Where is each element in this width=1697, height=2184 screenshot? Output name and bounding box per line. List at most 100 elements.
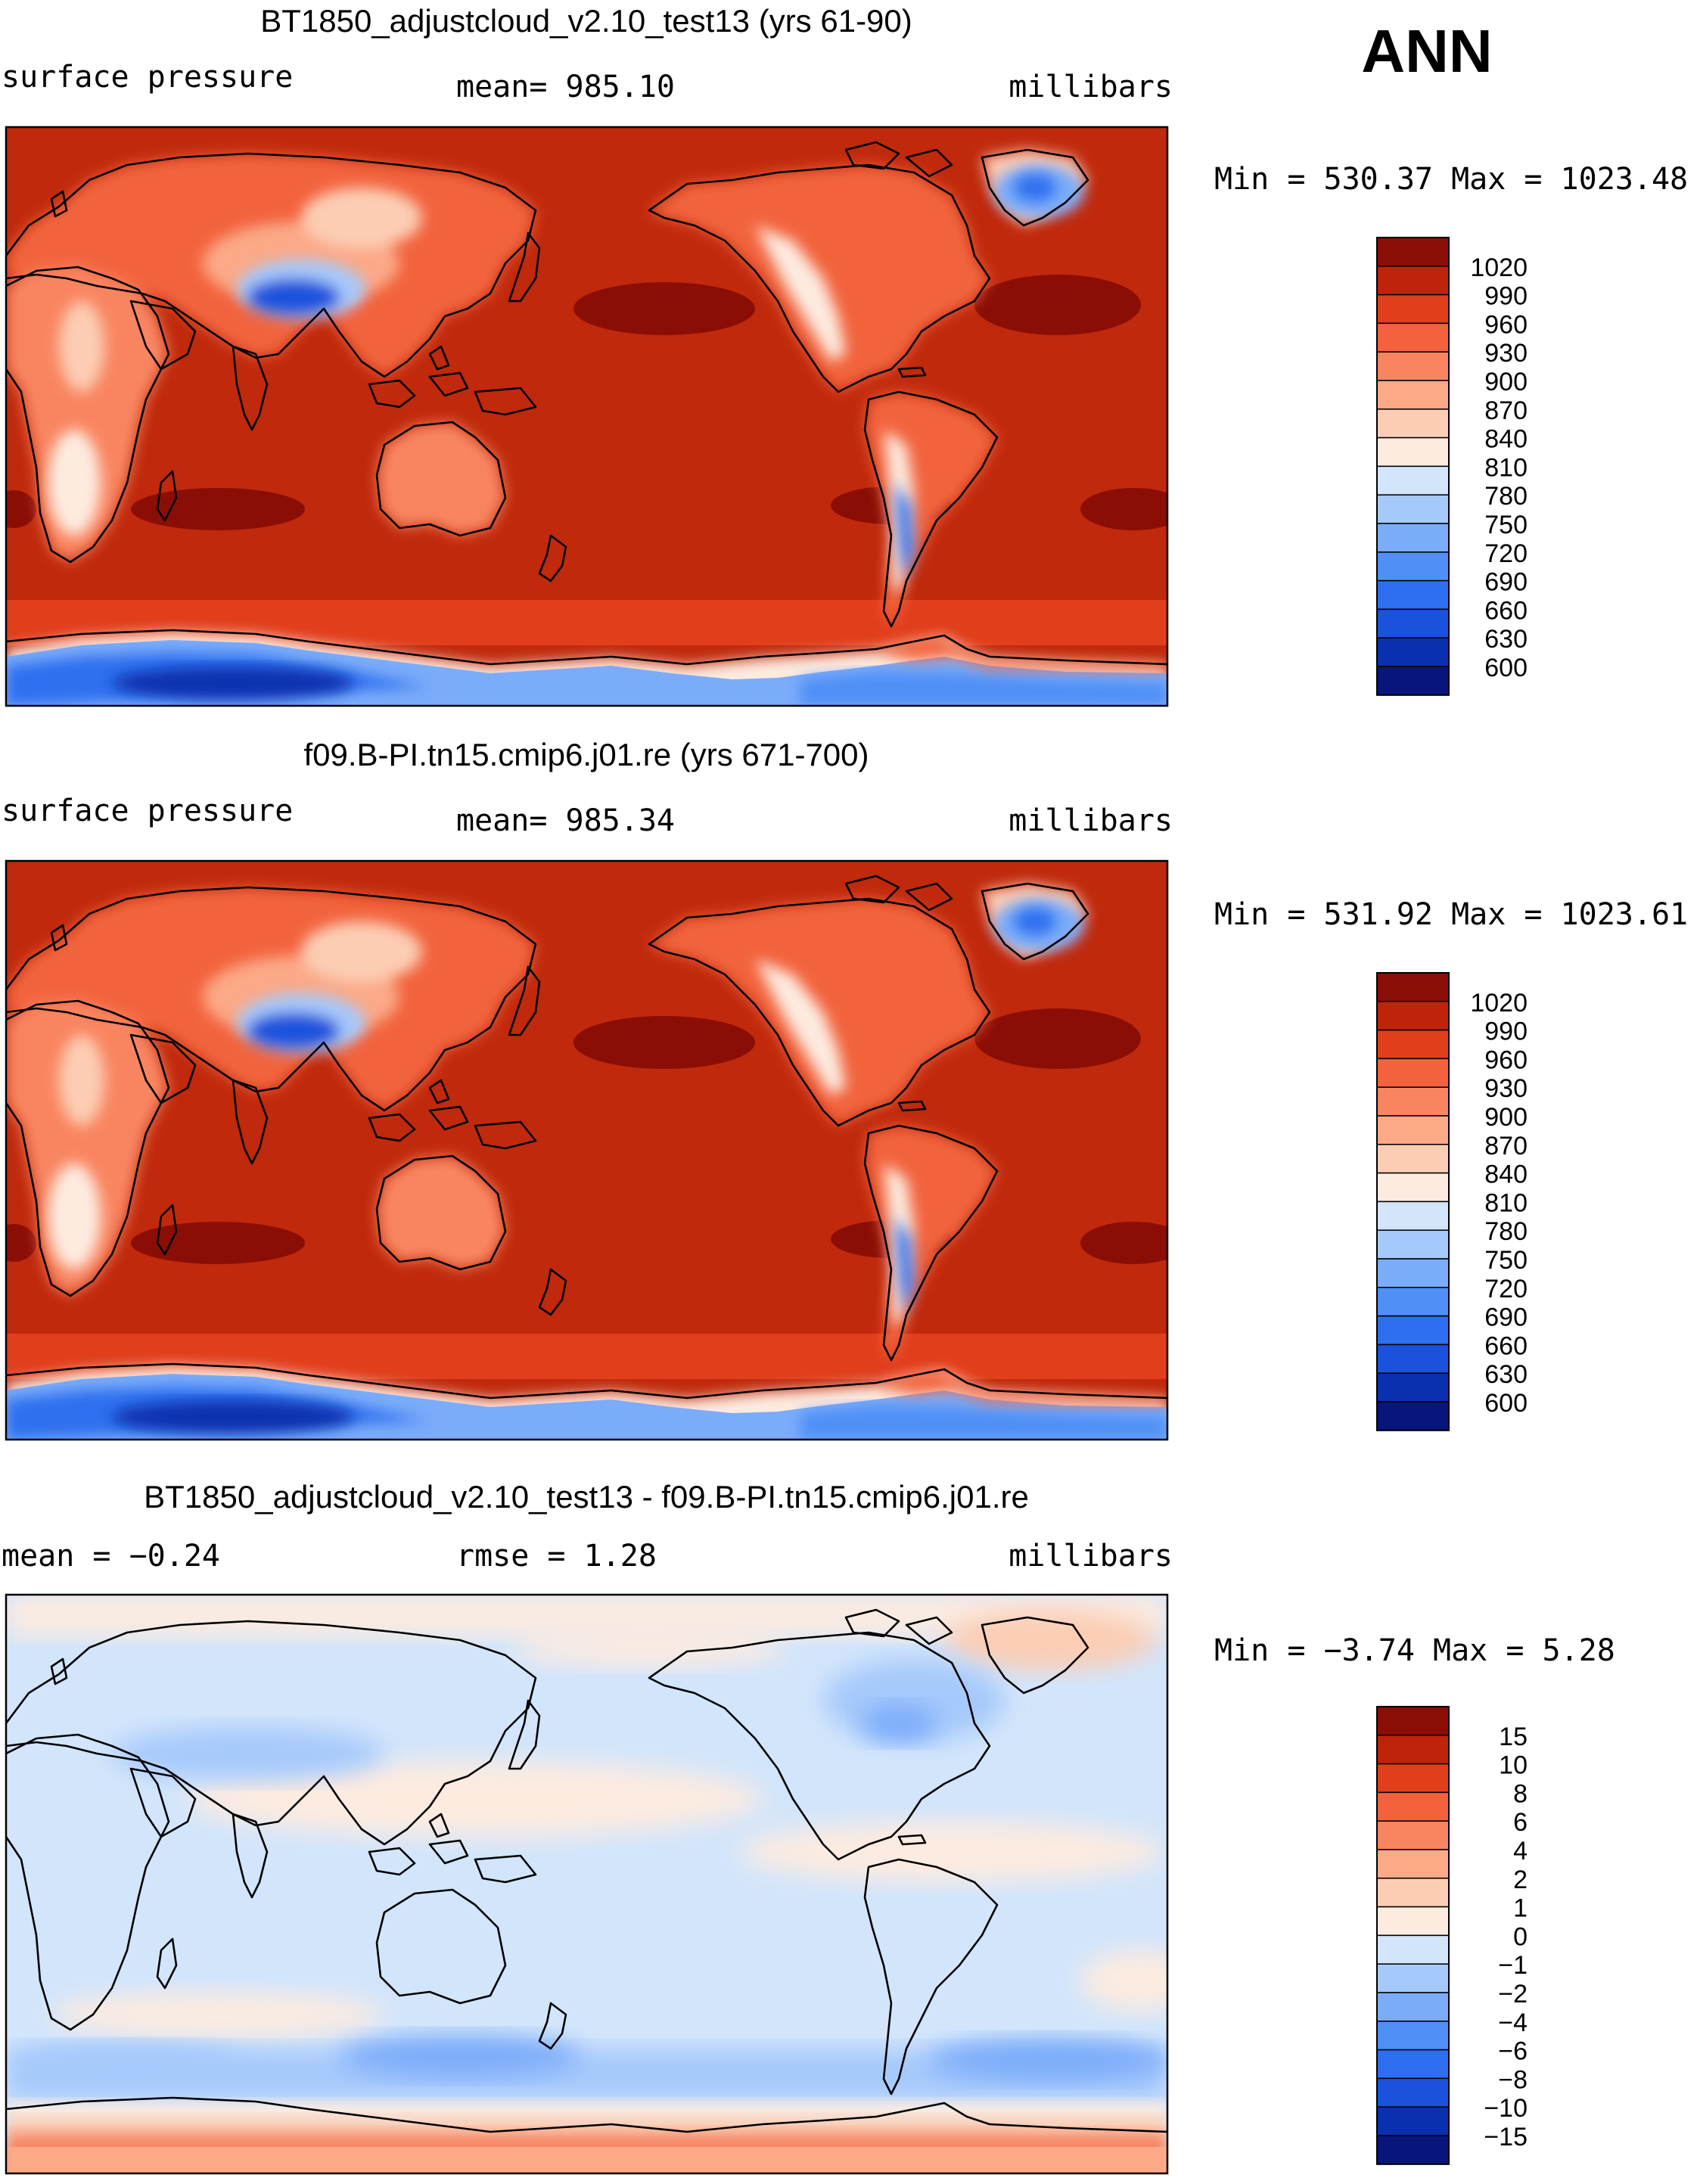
minmax-label: Min = 531.92 Max = 1023.61 (1214, 897, 1688, 932)
colorbar-tick-label: 810 (1484, 453, 1528, 482)
colorbar-frame (1376, 237, 1450, 696)
colorbar-tick-label: 840 (1484, 1160, 1528, 1189)
colorbar-tick-label: 1 (1513, 1894, 1528, 1923)
colorbar-swatch (1376, 1258, 1450, 1288)
colorbar-tick-label: 870 (1484, 396, 1528, 425)
colorbar-tick-label: 630 (1484, 1360, 1528, 1389)
colorbar-tick-label: 600 (1484, 1389, 1528, 1418)
colorbar-swatch (1376, 322, 1450, 353)
colorbar-tick-label: 930 (1484, 339, 1528, 368)
minmax-label: Min = −3.74 Max = 5.28 (1214, 1633, 1615, 1668)
colorbar-swatch (1376, 2077, 1450, 2108)
colorbar-tick-label: 900 (1484, 368, 1528, 396)
panel-test: BT1850_adjustcloud_v2.10_test13 (yrs 61-… (2, 3, 1688, 707)
colorbar-tick-label: 720 (1484, 539, 1528, 568)
map-test (5, 126, 1169, 707)
colorbar-swatch (1376, 608, 1450, 638)
minmax-label: Min = 530.37 Max = 1023.48 (1214, 162, 1688, 197)
colorbar-swatch (1376, 1372, 1450, 1403)
colorbar-tick-label: 1020 (1470, 253, 1528, 282)
colorbar-swatch (1376, 1820, 1450, 1850)
colorbar-swatch (1376, 2135, 1450, 2165)
colorbar-tick-label: 6 (1513, 1808, 1528, 1837)
colorbar-swatch (1376, 972, 1450, 1002)
units-label: millibars (1009, 1539, 1173, 1574)
mean-label: mean= 985.10 (456, 70, 675, 104)
colorbar-swatch (1376, 579, 1450, 610)
colorbar-swatch (1376, 1144, 1450, 1174)
colorbar-swatch (1376, 351, 1450, 381)
units-label: millibars (1009, 803, 1173, 838)
colorbar-tick-label: −6 (1498, 2037, 1528, 2066)
colorbar-swatch (1376, 409, 1450, 439)
colorbar-swatch (1376, 637, 1450, 667)
colorbar-tick-label: 1020 (1470, 989, 1528, 1017)
colorbar-swatch (1376, 1763, 1450, 1794)
colorbar-tick-label: −15 (1484, 2123, 1528, 2151)
colorbar-tick-label: −2 (1498, 1980, 1528, 2008)
colorbar-swatch (1376, 436, 1450, 468)
colorbar-swatch (1376, 1315, 1450, 1346)
colorbar-tick-label: 930 (1484, 1074, 1528, 1103)
colorbar-tick-label: −4 (1498, 2008, 1528, 2037)
colorbar-swatch (1376, 1001, 1450, 1031)
colorbar-tick-label: 990 (1484, 282, 1528, 311)
colorbar-swatch (1376, 1172, 1450, 1203)
mean-label: mean= 985.34 (456, 803, 675, 838)
colorbar-swatch (1376, 523, 1450, 553)
colorbar-tick-label: 990 (1484, 1017, 1528, 1046)
colorbar-tick-label: 8 (1513, 1779, 1528, 1808)
colorbar-tick-label: −1 (1498, 1951, 1528, 1980)
colorbar-swatch (1376, 494, 1450, 524)
panel-title: BT1850_adjustcloud_v2.10_test13 (yrs 61-… (260, 3, 912, 39)
panel-title: BT1850_adjustcloud_v2.10_test13 - f09.B-… (144, 1479, 1029, 1515)
colorbar-control: 1020990960930900870840810780750720690660… (1376, 972, 1528, 1431)
colorbar-tick-label: 630 (1484, 625, 1528, 654)
colorbar-swatch (1376, 1115, 1450, 1145)
colorbar-swatch (1376, 380, 1450, 410)
rmse-label: rmse = 1.28 (456, 1539, 657, 1574)
colorbar-tick-label: 15 (1499, 1723, 1528, 1751)
colorbar-tick-label: −10 (1484, 2094, 1528, 2123)
colorbar-tick-label: 810 (1484, 1188, 1528, 1217)
season-label: ANN (1361, 17, 1492, 85)
panel-title: f09.B-PI.tn15.cmip6.j01.re (yrs 671-700) (303, 737, 869, 772)
colorbar-tick-label: 840 (1484, 425, 1528, 454)
colorbar-swatch (1376, 1963, 1450, 1993)
colorbar-swatch (1376, 1029, 1450, 1060)
colorbar-tick-label: 10 (1499, 1751, 1528, 1780)
colorbar-tick-label: 870 (1484, 1132, 1528, 1160)
colorbar-swatch (1376, 1706, 1450, 1736)
colorbar-swatch (1376, 1058, 1450, 1088)
colorbar-swatch (1376, 1992, 1450, 2022)
colorbar-swatch (1376, 551, 1450, 582)
colorbar-frame (1376, 1706, 1450, 2165)
colorbar-swatch (1376, 666, 1450, 696)
map-control (5, 859, 1169, 1441)
colorbar-swatch (1376, 1287, 1450, 1317)
colorbar-swatch (1376, 1934, 1450, 1965)
colorbar-tick-label: 660 (1484, 1331, 1528, 1360)
colorbar-tick-label: 780 (1484, 482, 1528, 511)
colorbar-swatch (1376, 1201, 1450, 1231)
colorbar-tick-label: 0 (1513, 1922, 1528, 1951)
colorbar-swatch (1376, 266, 1450, 296)
colorbar-swatch (1376, 294, 1450, 325)
colorbar-swatch (1376, 1849, 1450, 1879)
colorbar-tick-label: 720 (1484, 1275, 1528, 1303)
colorbar-tick-label: 2 (1513, 1866, 1528, 1894)
colorbar-swatch (1376, 1344, 1450, 1374)
colorbar-swatch (1376, 2049, 1450, 2080)
colorbar-frame (1376, 972, 1450, 1431)
colorbar-tick-label: 780 (1484, 1217, 1528, 1246)
colorbar-tick-label: 750 (1484, 1246, 1528, 1275)
panel-control: f09.B-PI.tn15.cmip6.j01.re (yrs 671-700)… (2, 737, 1688, 1441)
colorbar-tick-label: 690 (1484, 568, 1528, 597)
colorbar-swatch (1376, 1906, 1450, 1937)
variable-label: surface pressure (2, 794, 293, 828)
colorbar-tick-label: 900 (1484, 1103, 1528, 1132)
variable-label: surface pressure (2, 60, 293, 95)
colorbar-swatch (1376, 237, 1450, 267)
